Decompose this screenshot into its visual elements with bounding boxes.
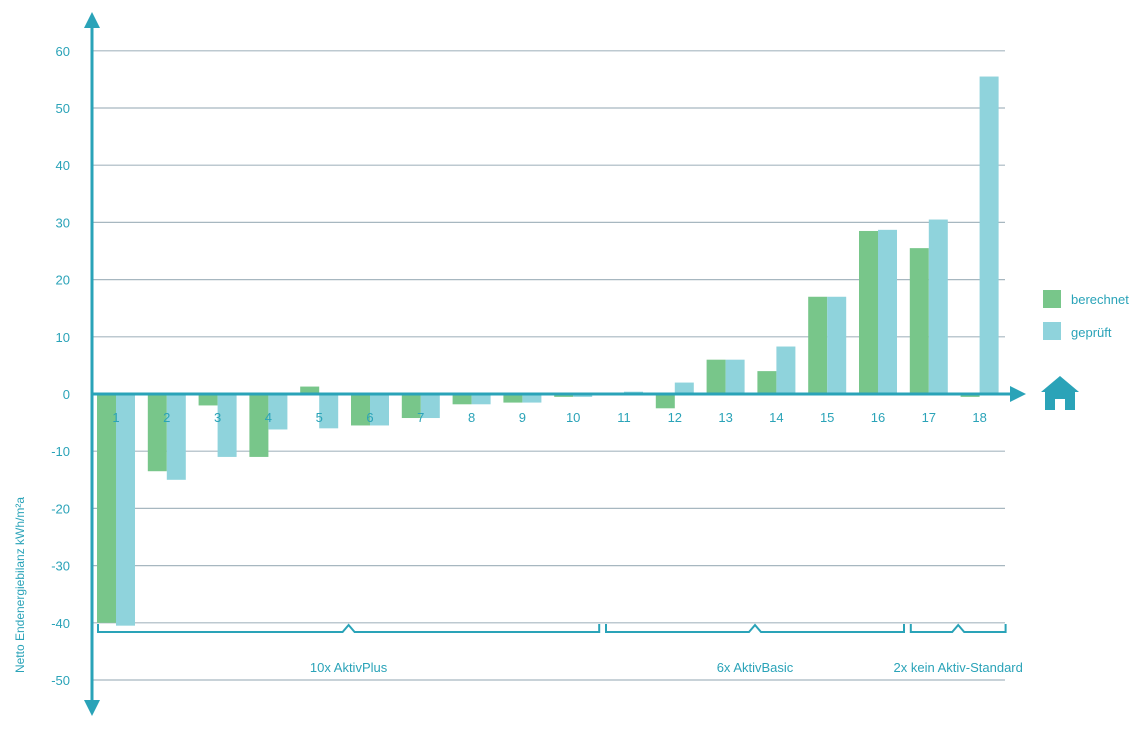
group-label: 10x AktivPlus [310,660,388,675]
y-tick-labels: 60 50 40 30 20 10 0 -10 -20 -30 -40 -50 [51,44,70,688]
bar-berechnet-5 [300,386,320,394]
legend: berechnet geprüft [1043,290,1129,340]
bar-geprueft-12 [674,382,694,394]
y-tick-label: 30 [56,215,70,230]
bar-berechnet-9 [503,394,523,403]
bar-berechnet-4 [249,394,269,457]
y-tick-label: -30 [51,559,70,574]
group-brackets: 10x AktivPlus 6x AktivBasic 2x kein Aktiv-… [97,623,1023,675]
category-label: 11 [617,410,631,425]
group-bracket [909,623,1007,633]
bar-berechnet-7 [401,394,421,419]
category-labels: 1 2 3 4 5 6 7 8 9 10 11 12 13 14 15 16 17 18 [112,410,986,425]
y-axis-label: Netto Endenergiebilanz kWh/m²a [13,497,27,673]
axes [84,12,1026,716]
bar-geprueft-9 [522,394,542,403]
bar-berechnet-2 [147,394,167,472]
bar-geprueft-2 [166,394,186,480]
category-label: 10 [566,410,580,425]
category-label: 17 [922,410,936,425]
bar-berechnet-3 [198,394,218,406]
category-label: 1 [112,410,119,425]
y-tick-label: -50 [51,673,70,688]
bar-geprueft-17 [928,219,948,394]
y-axis-arrow-up [84,12,100,28]
category-label: 12 [668,410,682,425]
bar-berechnet-16 [859,230,878,394]
category-label: 5 [316,410,323,425]
bar-geprueft-7 [420,394,440,419]
bar-geprueft-6 [370,394,389,426]
bar-geprueft-13 [725,359,745,394]
legend-label-berechnet: berechnet [1071,292,1129,307]
bar-berechnet-8 [452,394,472,405]
group-label: 2x kein Aktiv-Standard [894,660,1023,675]
bar-geprueft-4 [268,394,288,430]
y-tick-label: -40 [51,616,70,631]
category-label: 15 [820,410,834,425]
y-axis-arrow-down [84,700,100,716]
bar-berechnet-17 [909,248,929,394]
category-label: 13 [718,410,732,425]
y-tick-label: 10 [56,330,70,345]
y-tick-label: 0 [63,387,70,402]
bar-berechnet-13 [706,359,726,394]
category-label: 14 [769,410,783,425]
y-tick-label: 20 [56,273,70,288]
bar-geprueft-14 [776,346,796,394]
bar-geprueft-16 [878,229,897,394]
bar-geprueft-15 [827,296,847,394]
category-label: 6 [366,410,373,425]
bars [97,76,999,626]
bar-berechnet-14 [757,371,777,394]
y-tick-label: 50 [56,101,70,116]
bar-geprueft-1 [116,394,135,626]
y-tick-label: -20 [51,501,70,516]
bar-geprueft-5 [319,394,339,429]
bar-berechnet-15 [808,296,828,394]
category-label: 7 [417,410,424,425]
legend-swatch-berechnet [1043,290,1061,308]
category-label: 18 [972,410,986,425]
legend-swatch-geprueft [1043,322,1061,340]
category-label: 2 [163,410,170,425]
bar-berechnet-1 [97,394,116,623]
group-bracket [97,623,601,633]
bar-geprueft-3 [217,394,237,457]
house-icon [1041,376,1079,410]
category-label: 4 [265,410,272,425]
category-label: 16 [871,410,885,425]
category-label: 3 [214,410,221,425]
y-tick-label: -10 [51,444,70,459]
bar-geprueft-8 [471,394,491,405]
category-label: 8 [468,410,475,425]
category-label: 9 [519,410,526,425]
bar-berechnet-6 [351,394,370,426]
x-axis-arrow [1010,386,1026,402]
y-tick-label: 40 [56,158,70,173]
y-tick-label: 60 [56,44,70,59]
bar-berechnet-12 [655,394,675,409]
gridlines [92,50,1005,681]
group-bracket [605,623,905,633]
bar-geprueft-18 [979,76,999,394]
legend-label-geprueft: geprüft [1071,325,1112,340]
group-label: 6x AktivBasic [717,660,794,675]
